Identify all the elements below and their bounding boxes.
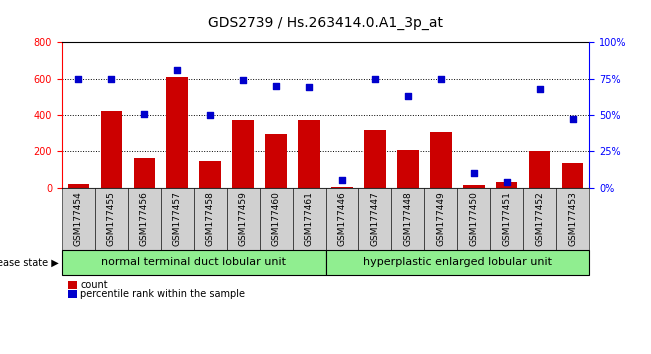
- Bar: [496, 182, 518, 188]
- Text: GDS2739 / Hs.263414.0.A1_3p_at: GDS2739 / Hs.263414.0.A1_3p_at: [208, 16, 443, 30]
- Text: GSM177451: GSM177451: [503, 191, 511, 246]
- Point: [205, 112, 215, 118]
- Point: [106, 76, 117, 81]
- Bar: [266, 134, 287, 188]
- Bar: [430, 132, 452, 188]
- Point: [139, 111, 150, 116]
- Text: GSM177457: GSM177457: [173, 191, 182, 246]
- Point: [238, 78, 248, 83]
- Text: GSM177448: GSM177448: [404, 191, 412, 246]
- Text: percentile rank within the sample: percentile rank within the sample: [80, 289, 245, 299]
- Bar: [529, 152, 551, 188]
- Bar: [397, 149, 419, 188]
- Text: GSM177458: GSM177458: [206, 191, 215, 246]
- Text: GSM177454: GSM177454: [74, 191, 83, 246]
- Bar: [133, 158, 155, 188]
- Text: GSM177461: GSM177461: [305, 191, 314, 246]
- Text: GSM177453: GSM177453: [568, 191, 577, 246]
- Text: normal terminal duct lobular unit: normal terminal duct lobular unit: [101, 257, 286, 267]
- Point: [501, 179, 512, 185]
- Point: [436, 76, 446, 81]
- Bar: [331, 187, 353, 188]
- Text: GSM177446: GSM177446: [337, 191, 346, 246]
- Text: GSM177447: GSM177447: [370, 191, 380, 246]
- Text: GSM177449: GSM177449: [436, 191, 445, 246]
- Point: [337, 178, 347, 183]
- Point: [172, 67, 182, 73]
- Text: GSM177459: GSM177459: [239, 191, 247, 246]
- Text: GSM177460: GSM177460: [271, 191, 281, 246]
- Point: [304, 85, 314, 90]
- Bar: [298, 120, 320, 188]
- Point: [568, 116, 578, 122]
- Point: [403, 93, 413, 99]
- Bar: [199, 161, 221, 188]
- Bar: [364, 131, 385, 188]
- Text: GSM177456: GSM177456: [140, 191, 148, 246]
- Point: [370, 76, 380, 81]
- Text: hyperplastic enlarged lobular unit: hyperplastic enlarged lobular unit: [363, 257, 552, 267]
- Bar: [167, 77, 188, 188]
- Bar: [100, 112, 122, 188]
- Text: GSM177450: GSM177450: [469, 191, 478, 246]
- Text: GSM177452: GSM177452: [535, 191, 544, 246]
- Text: GSM177455: GSM177455: [107, 191, 116, 246]
- Bar: [463, 185, 484, 188]
- Bar: [562, 163, 583, 188]
- Point: [534, 86, 545, 92]
- Point: [271, 83, 281, 89]
- Text: count: count: [80, 280, 107, 290]
- Bar: [68, 184, 89, 188]
- Bar: [232, 120, 254, 188]
- Point: [469, 170, 479, 176]
- Text: disease state ▶: disease state ▶: [0, 257, 59, 267]
- Point: [73, 76, 83, 81]
